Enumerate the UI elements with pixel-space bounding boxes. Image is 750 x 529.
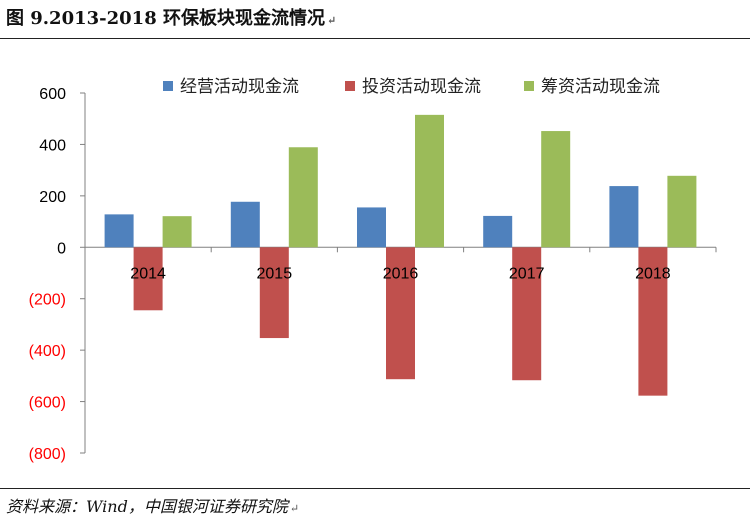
bar <box>667 175 697 248</box>
bar <box>259 247 289 339</box>
legend-swatch <box>163 81 173 91</box>
bar <box>230 201 260 248</box>
bar <box>288 147 318 248</box>
top-rule <box>0 38 750 39</box>
legend-label: 筹资活动现金流 <box>541 77 660 97</box>
y-tick-label: 200 <box>39 189 66 206</box>
bar <box>133 247 163 311</box>
legend-label: 经营活动现金流 <box>180 77 299 97</box>
y-tick-label: (200) <box>29 292 66 309</box>
bar <box>386 247 415 380</box>
y-tick-label: (600) <box>29 395 66 412</box>
bar <box>609 186 639 248</box>
figure-title-text: 图 9.2013-2018 环保板块现金流情况 <box>6 8 325 29</box>
bar <box>415 114 444 248</box>
bottom-rule <box>0 488 750 489</box>
y-tick-label: (800) <box>29 446 66 463</box>
source-return-mark: ↵ <box>289 502 300 515</box>
legend-swatch <box>345 81 355 91</box>
x-category-label: 2017 <box>509 265 545 282</box>
bar <box>104 214 134 248</box>
legend-label: 投资活动现金流 <box>362 77 481 97</box>
title-return-mark: ↵ <box>327 14 337 27</box>
bar <box>483 215 513 248</box>
y-tick-label: (400) <box>29 343 66 360</box>
bar <box>638 247 668 396</box>
x-category-label: 2014 <box>130 265 166 282</box>
source-text: 资料来源：Wind，中国银河证券研究院 <box>6 497 288 516</box>
figure-title: 图 9.2013-2018 环保板块现金流情况 ↵ <box>6 6 336 32</box>
y-tick-label: 400 <box>39 137 66 154</box>
x-category-label: 2016 <box>383 265 419 282</box>
bar <box>162 216 192 248</box>
x-category-label: 2015 <box>257 265 293 282</box>
y-tick-label: 0 <box>57 240 66 257</box>
bar <box>357 207 386 248</box>
y-tick-label: 600 <box>39 86 66 103</box>
bar-chart: 600 400 200 0 (200) (400) (600) (800) 2014 2015 20… <box>29 77 717 463</box>
legend-swatch <box>524 81 534 91</box>
bar <box>541 131 571 248</box>
x-category-label: 2018 <box>635 265 671 282</box>
bar <box>512 247 542 381</box>
source-note: 资料来源：Wind，中国银河证券研究院 ↵ <box>6 494 299 520</box>
